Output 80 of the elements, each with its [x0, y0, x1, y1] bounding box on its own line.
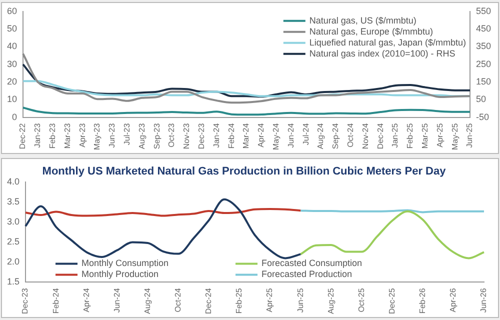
x-tick-label: Jun-24	[286, 122, 296, 148]
x-tick-label: Dec-25	[388, 288, 397, 314]
x-tick-label: May-25	[450, 122, 460, 150]
x-tick-label: Dec-24	[204, 288, 214, 314]
x-tick-label: Feb-24	[51, 288, 60, 314]
x-tick-label: Jul-23	[122, 122, 132, 146]
x-tick-label: Apr-25	[435, 122, 444, 148]
y-tick-label: 2.0	[6, 256, 20, 267]
x-tick-label: Aug-23	[137, 122, 146, 150]
x-tick-label: Jan-25	[390, 122, 400, 148]
y-tick-label: 40	[6, 41, 18, 52]
legend-label: Natural gas, US ($/mmbtu)	[309, 15, 416, 26]
y-tick-label: 3.5	[6, 196, 20, 207]
x-tick-label: Aug-24	[316, 122, 326, 150]
x-tick-label: Nov-24	[360, 122, 370, 150]
y-tick-label: 60	[6, 6, 18, 16]
x-tick-label: Sep-24	[331, 122, 340, 150]
x-tick-label: May-23	[92, 122, 102, 150]
y2-tick-label: 150	[476, 76, 492, 86]
x-tick-label: Jun-24	[112, 288, 122, 313]
y-tick-label: 3.0	[6, 216, 20, 227]
x-tick-label: Oct-23	[167, 122, 176, 148]
x-tick-label: Aug-24	[142, 288, 152, 314]
line-series	[24, 208, 302, 217]
x-tick-label: Feb-25	[406, 122, 415, 149]
x-tick-label: Feb-25	[234, 288, 244, 314]
x-tick-label: Nov-23	[182, 122, 192, 150]
line-series	[300, 210, 485, 260]
x-tick-label: Aug-25	[326, 288, 336, 314]
legend-label: Monthly Production	[82, 269, 159, 280]
y2-tick-label: 450	[476, 24, 492, 34]
y-tick-label: 4.0	[6, 176, 20, 187]
legend-label: Natural gas, Europe ($/mmbtu)	[309, 26, 433, 36]
y2-tick-label: 250	[476, 58, 492, 69]
x-tick-label: Jun-25	[296, 288, 305, 313]
x-tick-label: Dec-23	[20, 288, 30, 314]
y2-tick-label: 550	[476, 6, 492, 16]
x-tick-label: May-24	[272, 122, 280, 150]
x-tick-label: Jun-26	[479, 288, 488, 313]
y2-tick-label: -50	[476, 112, 489, 122]
y-tick-label: 0	[12, 112, 18, 122]
x-tick-label: Oct-24	[174, 288, 183, 312]
line-series	[24, 198, 302, 260]
x-tick-label: Dec-24	[376, 122, 385, 150]
y-tick-label: 10	[6, 94, 18, 104]
x-tick-label: Sep-23	[152, 122, 162, 150]
x-tick-label: Jun-23	[108, 122, 117, 148]
x-tick-label: Mar-25	[420, 122, 430, 149]
x-tick-label: Feb-24	[226, 122, 236, 149]
x-tick-label: Jan-24	[212, 122, 221, 148]
x-tick-label: Mar-23	[62, 122, 72, 149]
y-tick-label: 2.5	[6, 236, 20, 247]
x-tick-label: Apr-24	[82, 288, 91, 312]
x-tick-label: Jun-25	[465, 122, 474, 148]
line-series	[22, 63, 471, 98]
legend-label: Forecasted Production	[262, 269, 352, 280]
x-tick-label: Feb-26	[418, 288, 428, 314]
y-tick-label: 30	[6, 58, 18, 69]
y2-tick-label: 350	[476, 41, 492, 52]
y-tick-label: 1.5	[6, 276, 20, 287]
x-tick-label: Apr-26	[448, 288, 458, 312]
y-tick-label: 20	[6, 76, 18, 86]
x-tick-label: Mar-24	[242, 122, 251, 149]
x-tick-label: Apr-25	[265, 288, 274, 312]
x-tick-label: Oct-24	[346, 122, 355, 148]
x-tick-label: Feb-23	[48, 122, 58, 149]
chart-title: Monthly US Marketed Natural Gas Production in Billion Cubic Meters Per Day	[42, 166, 447, 178]
x-tick-label: Dec-23	[197, 122, 206, 150]
legend-label: Natural gas index (2010=100) - RHS	[309, 48, 456, 58]
x-tick-label: Apr-24	[256, 122, 266, 148]
x-tick-label: Apr-23	[78, 122, 87, 148]
legend-label: Forecasted Consumption	[262, 258, 362, 268]
x-tick-label: Oct-25	[356, 288, 366, 312]
y-tick-label: 50	[6, 24, 18, 34]
legend-label: Liquefied natural gas, Japan ($/mmbtu)	[309, 37, 466, 48]
x-tick-label: Dec-22	[18, 122, 28, 150]
x-tick-label: Jan-23	[33, 122, 42, 148]
x-tick-label: Jul-24	[301, 122, 310, 146]
legend-label: Monthly Consumption	[82, 258, 169, 268]
y2-tick-label: 50	[476, 94, 486, 104]
